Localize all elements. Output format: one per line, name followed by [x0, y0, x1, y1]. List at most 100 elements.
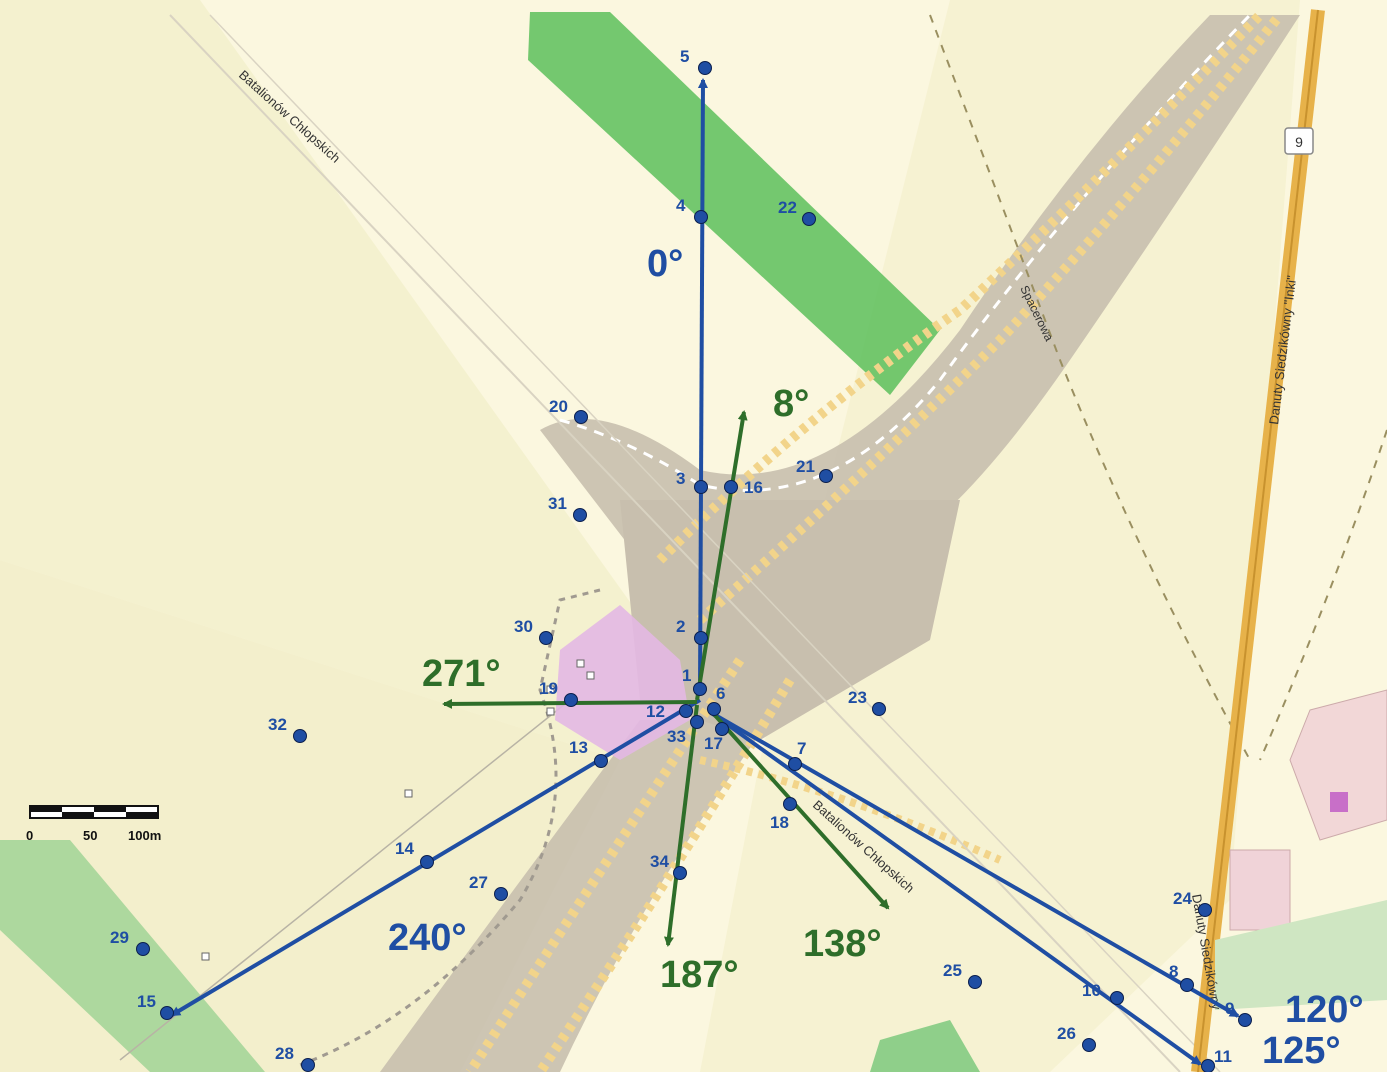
direction-line-187 [663, 704, 699, 947]
scale-bar: 0 50 100m [26, 805, 161, 843]
building-marker-4 [546, 707, 555, 716]
footpath-east [1259, 429, 1387, 761]
direction-line-0 [697, 78, 708, 691]
point-26-label: 26 [1057, 1024, 1076, 1043]
point-1-label: 1 [682, 666, 691, 685]
point-8-label: 8 [1169, 962, 1178, 981]
scale-label-0: 0 [26, 828, 33, 843]
point-13-label: 13 [569, 738, 588, 757]
point-3-label: 3 [676, 469, 685, 488]
point-4-label: 4 [676, 196, 686, 215]
point-23-marker [872, 702, 886, 716]
measurement-points: 1234567891011121314151617181920212223242… [110, 47, 1252, 1072]
direction-label-187: 187° [660, 954, 739, 996]
point-24-marker [1198, 903, 1212, 917]
route-number-shield [1284, 127, 1314, 155]
crosswalk-band-1 [656, 11, 1264, 564]
roundabout [620, 500, 960, 740]
building-east-2 [1229, 849, 1291, 931]
point-20-label: 20 [549, 397, 568, 416]
building-marker-3 [546, 685, 555, 694]
point-33-label: 33 [667, 727, 686, 746]
direction-label-125: 125° [1262, 1030, 1341, 1072]
path-marker-2 [201, 952, 210, 961]
point-4-marker [694, 210, 708, 224]
point-21-marker [819, 469, 833, 483]
road-curve [540, 15, 1300, 560]
footpath-southwest [299, 588, 601, 1067]
point-2-marker [694, 631, 708, 645]
building-east-1 [1289, 689, 1387, 841]
point-28-marker [301, 1058, 315, 1072]
point-30-marker [539, 631, 553, 645]
arterial-road-edge [1197, 9, 1319, 1072]
point-25-marker [968, 975, 982, 989]
point-9-marker [1238, 1013, 1252, 1027]
green-patch-southeast [870, 1020, 980, 1072]
point-23-label: 23 [848, 688, 867, 707]
point-12-marker [679, 704, 693, 718]
point-12-label: 12 [646, 702, 665, 721]
point-28-label: 28 [275, 1044, 294, 1063]
direction-label-240: 240° [388, 917, 467, 959]
point-17-label: 17 [704, 734, 723, 753]
road-south [380, 720, 770, 1072]
point-10-marker [1110, 991, 1124, 1005]
point-11-label: 11 [1214, 1047, 1232, 1066]
point-11-marker [1201, 1059, 1215, 1072]
scale-label-100: 100m [128, 828, 161, 843]
point-27-marker [494, 887, 508, 901]
direction-label-138: 138° [803, 923, 882, 965]
direction-label-120: 120° [1285, 989, 1364, 1031]
field-left [0, 0, 700, 760]
point-5-label: 5 [680, 47, 689, 66]
scale-bar-segment-3 [94, 806, 126, 812]
point-32-marker [293, 729, 307, 743]
point-7-marker [788, 757, 802, 771]
point-22-label: 22 [778, 198, 797, 217]
point-1-marker [693, 682, 707, 696]
crosswalk-band-2 [696, 11, 1284, 624]
point-6-marker [707, 702, 721, 716]
building-pink [555, 605, 690, 760]
point-29-marker [136, 942, 150, 956]
crosswalk-band-4 [535, 677, 795, 1072]
point-10-label: 10 [1082, 981, 1101, 1000]
point-34-marker [673, 866, 687, 880]
point-21-label: 21 [796, 457, 815, 476]
direction-line-138 [710, 710, 890, 910]
point-30-label: 30 [514, 617, 533, 636]
path-marker-1 [404, 789, 413, 798]
point-7-label: 7 [797, 739, 806, 758]
point-14-marker [420, 855, 434, 869]
point-9-label: 9 [1225, 999, 1234, 1018]
point-19-marker [564, 693, 578, 707]
point-2-label: 2 [676, 617, 685, 636]
point-20-marker [574, 410, 588, 424]
point-17-marker [715, 722, 729, 736]
point-18-marker [783, 797, 797, 811]
scale-bar-segment-2 [62, 812, 94, 818]
point-34-label: 34 [650, 852, 669, 871]
point-15-marker [160, 1006, 174, 1020]
point-32-label: 32 [268, 715, 287, 734]
crosswalk-band-5 [699, 756, 1002, 864]
point-14-label: 14 [395, 839, 414, 858]
point-16-marker [724, 480, 738, 494]
point-22-marker [802, 212, 816, 226]
direction-label-271: 271° [422, 653, 501, 695]
direction-line-8 [695, 410, 748, 701]
building-marker-2 [586, 671, 595, 680]
route-number: 9 [1295, 134, 1303, 150]
building-marker-1 [576, 659, 585, 668]
point-8-marker [1180, 978, 1194, 992]
scale-bar-segment-1 [30, 806, 62, 812]
green-patch-east [1215, 900, 1387, 1010]
green-strip-bottom-left [0, 840, 265, 1072]
point-15-label: 15 [137, 992, 156, 1011]
point-29-label: 29 [110, 928, 129, 947]
point-3-marker [694, 480, 708, 494]
building-east-icon [1330, 792, 1348, 812]
point-31-label: 31 [548, 494, 567, 513]
